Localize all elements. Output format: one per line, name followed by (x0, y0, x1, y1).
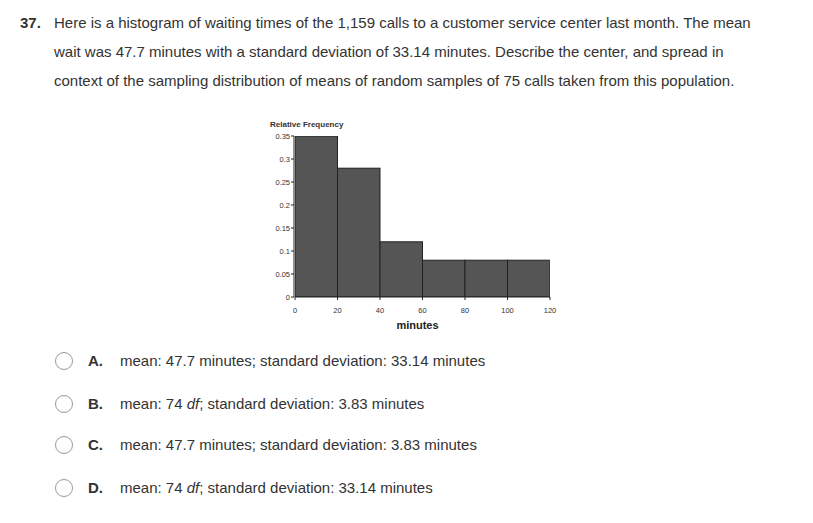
x-tick (337, 297, 338, 300)
x-tick-label: 0 (293, 306, 297, 315)
option-text-part: mean: 74 (120, 395, 187, 412)
radio-button[interactable] (56, 353, 73, 370)
y-tick-label: 0.05 (275, 270, 290, 279)
y-tick (291, 205, 294, 206)
bar (423, 260, 466, 297)
option-letter: C. (88, 436, 103, 453)
y-tick-label: 0.2 (280, 201, 290, 210)
y-tick (291, 274, 294, 275)
option-text: mean: 74 df; standard deviation: 33.14 m… (120, 479, 433, 496)
x-tick (465, 297, 466, 300)
option-text-part: ; standard deviation: 3.83 minutes (199, 395, 424, 412)
bar (508, 260, 551, 297)
x-tick-label: 120 (544, 306, 557, 315)
option-text-part: mean: 47.7 minutes; standard deviation: … (120, 352, 485, 369)
question-number: 37. (20, 14, 41, 31)
bar (295, 136, 338, 297)
question-line: wait was 47.7 minutes with a standard de… (53, 43, 724, 60)
x-tick (550, 297, 551, 300)
y-tick (291, 182, 294, 183)
bar (338, 168, 381, 297)
option-text-part: mean: 74 (120, 479, 187, 496)
bar (465, 260, 508, 297)
x-tick (507, 297, 508, 300)
y-tick (291, 297, 294, 298)
x-tick (295, 297, 296, 300)
y-tick-label: 0.1 (280, 247, 290, 256)
y-axis-label: Relative Frequency (270, 120, 344, 129)
y-tick-label: 0.15 (275, 224, 290, 233)
x-tick-label: 20 (333, 306, 341, 315)
y-tick (291, 251, 294, 252)
y-tick-label: 0.3 (280, 155, 290, 164)
y-axis (294, 136, 295, 297)
option-text: mean: 74 df; standard deviation: 3.83 mi… (120, 395, 424, 412)
y-tick-label: 0 (286, 293, 290, 302)
page: 37. Here is a histogram of waiting times … (0, 0, 813, 523)
radio-button[interactable] (56, 437, 73, 454)
question-line: context of the sampling distribution of … (54, 72, 734, 89)
option-text: mean: 47.7 minutes; standard deviation: … (120, 436, 477, 453)
x-tick (380, 297, 381, 300)
radio-button[interactable] (56, 396, 73, 413)
y-tick-label: 0.25 (275, 178, 290, 187)
x-tick-label: 80 (461, 306, 469, 315)
x-tick-label: 40 (376, 306, 384, 315)
option-letter: B. (88, 395, 103, 412)
option-letter: A. (88, 352, 103, 369)
y-tick-label: 0.35 (275, 132, 290, 141)
x-tick (422, 297, 423, 300)
option-letter: D. (88, 479, 103, 496)
bars (295, 136, 550, 297)
radio-button[interactable] (56, 480, 73, 497)
x-tick-label: 60 (418, 306, 426, 315)
x-axis-label: minutes (396, 319, 438, 331)
bar (380, 242, 423, 297)
y-tick (291, 228, 294, 229)
y-tick (291, 159, 294, 160)
option-text-part: mean: 47.7 minutes; standard deviation: … (120, 436, 477, 453)
x-tick-label: 100 (501, 306, 514, 315)
question-line: Here is a histogram of waiting times of … (54, 14, 751, 31)
y-tick (291, 136, 294, 137)
option-text: mean: 47.7 minutes; standard deviation: … (120, 352, 485, 369)
option-text-part: ; standard deviation: 33.14 minutes (199, 479, 432, 496)
